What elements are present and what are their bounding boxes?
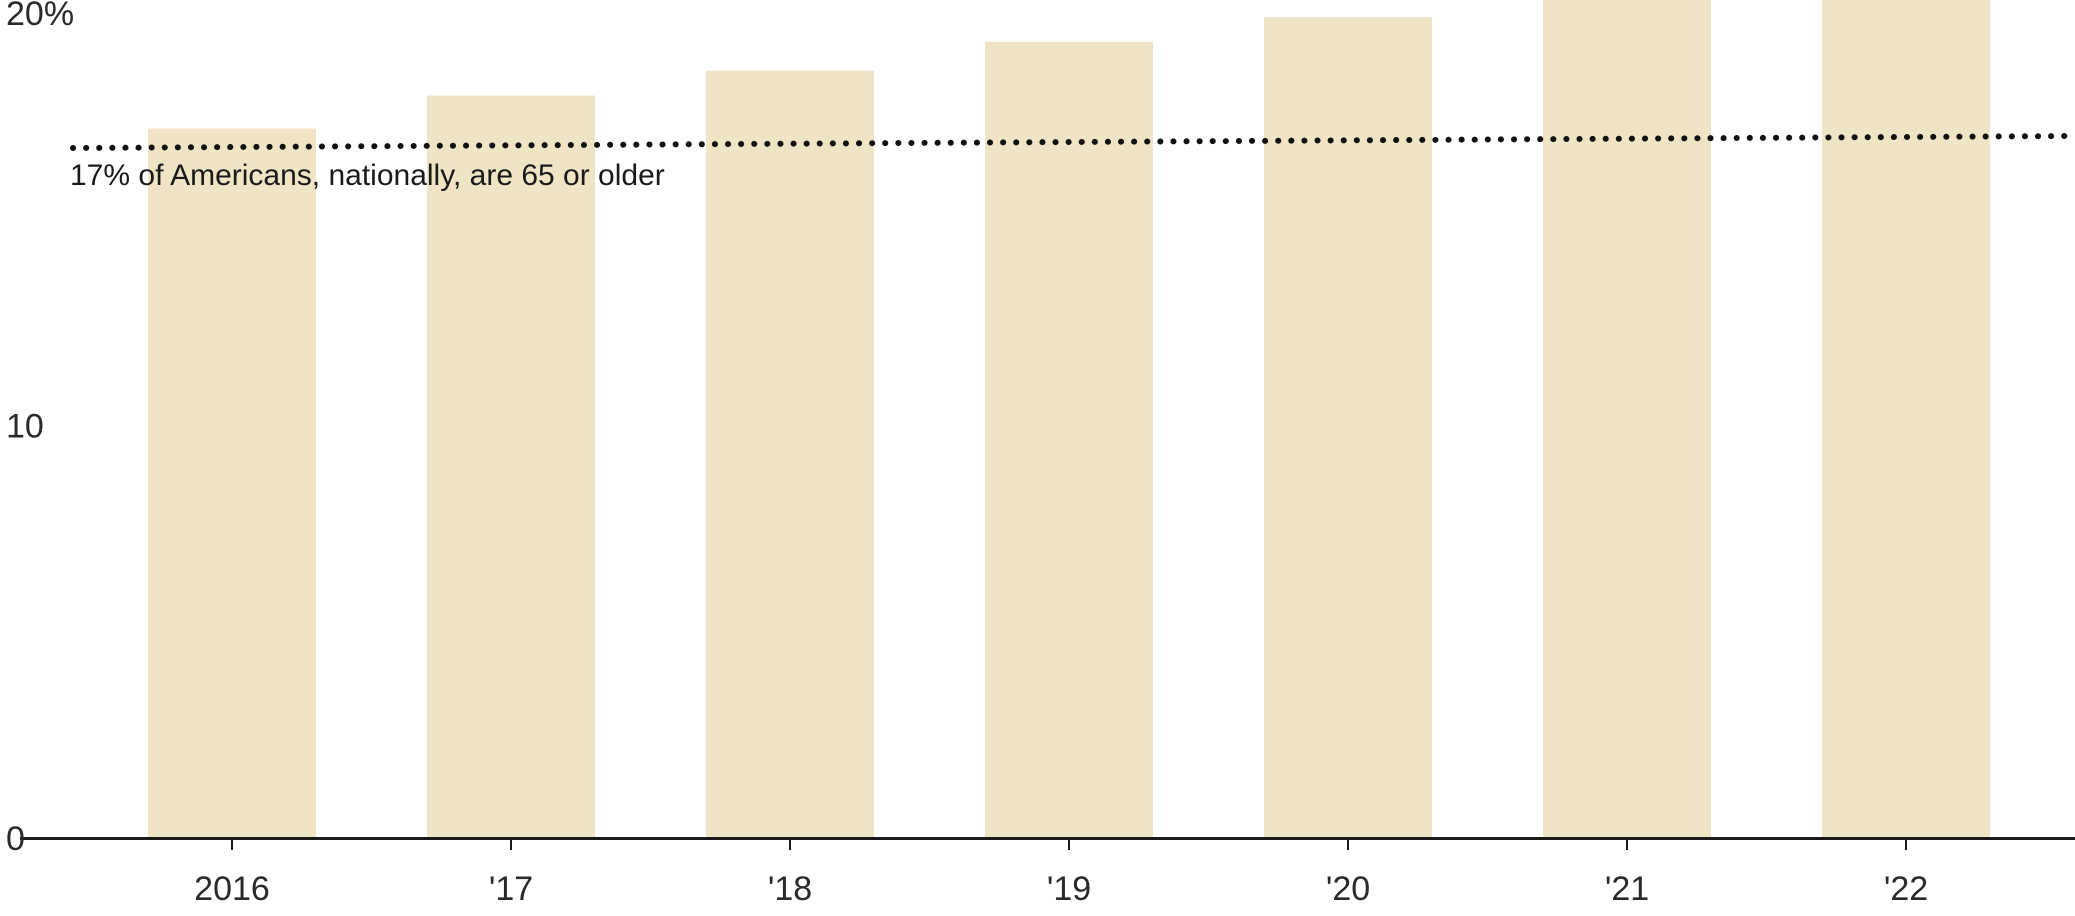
x-tick-label-1: '17 [489, 870, 533, 908]
bar-0 [148, 128, 316, 838]
bar-4 [1264, 17, 1432, 838]
bar-2 [706, 70, 874, 838]
x-tick-label-2: '18 [768, 870, 812, 908]
bar-5 [1543, 0, 1711, 838]
y-ticks-layer: 0 10 20% [6, 0, 74, 858]
x-tick-label-3: '19 [1047, 870, 1091, 908]
x-tick-label-0: 2016 [194, 870, 270, 908]
y-tick-label-2: 20% [6, 0, 74, 33]
x-tick-label-4: '20 [1326, 870, 1370, 908]
y-tick-label-1: 10 [6, 408, 44, 446]
bar-1 [427, 95, 595, 838]
x-tick-label-6: '22 [1884, 870, 1928, 908]
bar-3 [985, 41, 1153, 838]
bar-6 [1822, 0, 1990, 838]
bars-layer [148, 0, 1990, 838]
y-tick-label-0: 0 [6, 820, 25, 858]
reference-line [70, 133, 2073, 151]
x-tick-label-5: '21 [1605, 870, 1649, 908]
reference-line-label: 17% of Americans, nationally, are 65 or … [70, 159, 665, 192]
x-ticks-layer: 2016 '17 '18 '19 '20 '21 '22 [194, 838, 1928, 908]
